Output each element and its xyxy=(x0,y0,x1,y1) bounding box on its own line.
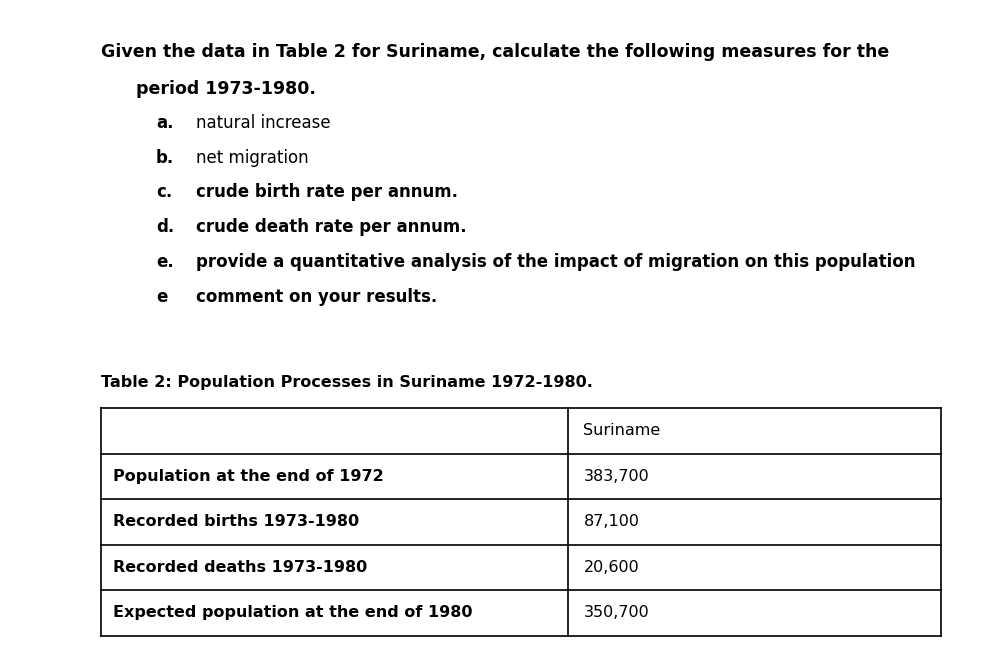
Text: natural increase: natural increase xyxy=(196,114,331,132)
Text: 87,100: 87,100 xyxy=(583,514,640,529)
Text: period 1973-1980.: period 1973-1980. xyxy=(136,80,316,98)
Text: Suriname: Suriname xyxy=(583,423,661,438)
Text: comment on your results.: comment on your results. xyxy=(196,288,438,306)
Text: b.: b. xyxy=(156,149,174,167)
Text: Given the data in Table 2 for Suriname, calculate the following measures for the: Given the data in Table 2 for Suriname, … xyxy=(101,43,889,62)
Text: 350,700: 350,700 xyxy=(583,605,649,620)
Text: e.: e. xyxy=(156,253,174,271)
Text: Recorded deaths 1973-1980: Recorded deaths 1973-1980 xyxy=(113,560,367,575)
Text: Table 2: Population Processes in Suriname 1972-1980.: Table 2: Population Processes in Surinam… xyxy=(101,375,593,389)
Text: c.: c. xyxy=(156,183,172,201)
Text: Recorded births 1973-1980: Recorded births 1973-1980 xyxy=(113,514,359,529)
Text: net migration: net migration xyxy=(196,149,309,167)
Text: a.: a. xyxy=(156,114,173,132)
Text: provide a quantitative analysis of the impact of migration on this population: provide a quantitative analysis of the i… xyxy=(196,253,915,271)
Text: d.: d. xyxy=(156,218,174,236)
Text: 20,600: 20,600 xyxy=(583,560,639,575)
Text: crude death rate per annum.: crude death rate per annum. xyxy=(196,218,467,236)
Text: Expected population at the end of 1980: Expected population at the end of 1980 xyxy=(113,605,472,620)
Text: e: e xyxy=(156,288,167,306)
Text: 383,700: 383,700 xyxy=(583,469,649,484)
Text: Population at the end of 1972: Population at the end of 1972 xyxy=(113,469,383,484)
Text: crude birth rate per annum.: crude birth rate per annum. xyxy=(196,183,458,201)
